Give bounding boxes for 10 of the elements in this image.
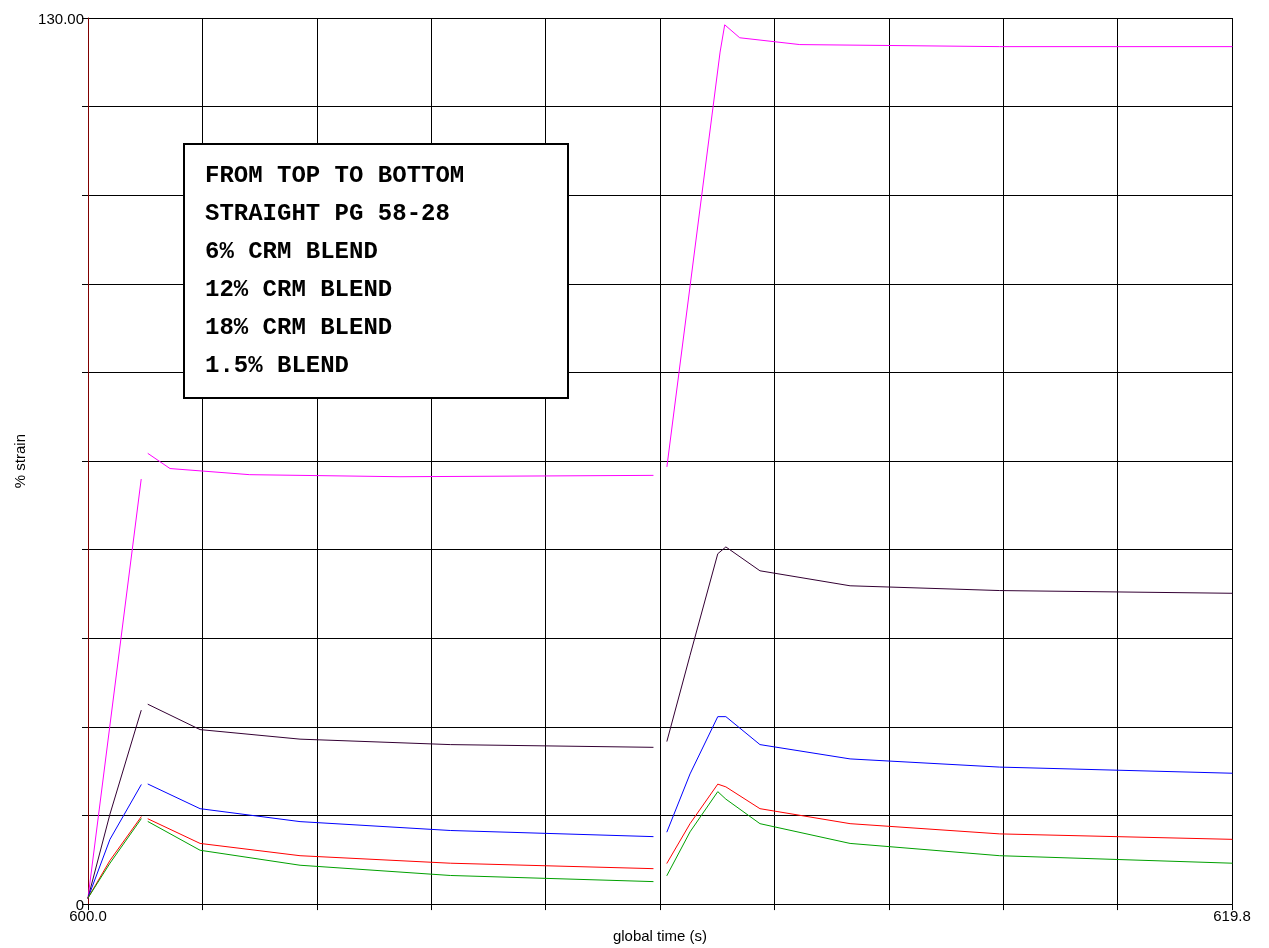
x-axis-title: global time (s)	[612, 927, 708, 944]
annotation: STRAIGHT PG 58-28	[205, 199, 451, 229]
annotation: 1.5% BLEND	[205, 351, 351, 381]
y-tick-label: 130.00	[38, 9, 84, 27]
annotation: 12% CRM BLEND	[205, 275, 394, 305]
x-tick-label: 619.8	[1213, 907, 1251, 925]
annotation: 18% CRM BLEND	[205, 313, 394, 343]
y-axis-title: % strain	[11, 433, 29, 489]
annotation: 6% CRM BLEND	[205, 237, 379, 267]
annotation: FROM TOP TO BOTTOM	[205, 161, 466, 191]
